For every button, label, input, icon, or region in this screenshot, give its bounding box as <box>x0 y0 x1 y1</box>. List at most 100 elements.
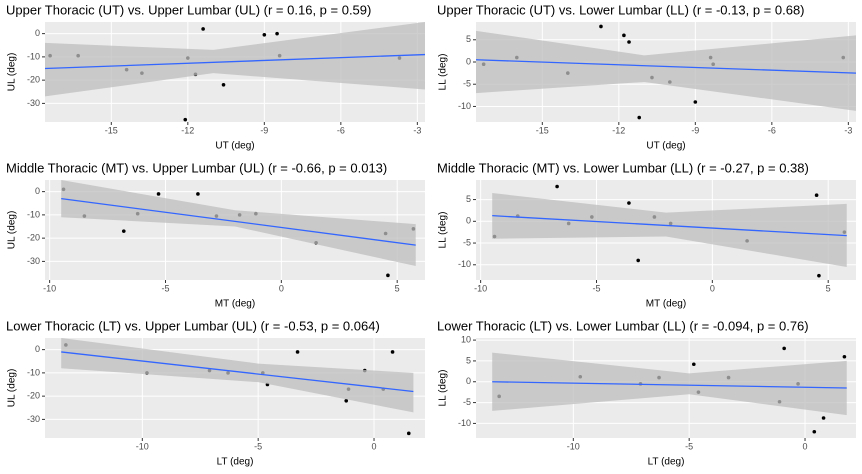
panel-title: Lower Thoracic (LT) vs. Lower Lumbar (LL… <box>437 318 809 333</box>
data-point <box>637 115 642 120</box>
data-point <box>201 27 205 31</box>
y-tick-label: 5 <box>466 194 471 204</box>
confidence-band <box>492 193 847 267</box>
x-tick-label: -12 <box>612 125 625 135</box>
y-tick-label: 5 <box>466 34 471 44</box>
x-tick-label: -9 <box>260 125 268 135</box>
y-tick-label: 10 <box>461 334 471 344</box>
y-axis-label: UL (deg) <box>7 53 18 92</box>
y-tick-label: -30 <box>27 98 40 108</box>
panel-title: Upper Thoracic (UT) vs. Upper Lumbar (UL… <box>6 2 371 17</box>
panel-title: Middle Thoracic (MT) vs. Lower Lumbar (L… <box>437 160 809 175</box>
confidence-band <box>492 352 847 416</box>
regression-line <box>61 197 416 246</box>
x-tick-label: 0 <box>372 441 377 451</box>
data-point <box>627 201 631 205</box>
confidence-band <box>61 338 414 413</box>
data-point <box>693 100 698 104</box>
x-tick-label: -15 <box>105 125 118 135</box>
y-tick-label: -20 <box>27 75 40 85</box>
y-axis-label: LL (deg) <box>438 54 449 91</box>
y-axis-label: UL (deg) <box>7 369 18 408</box>
regression-line <box>44 53 426 70</box>
y-tick-label: -30 <box>27 256 40 266</box>
data-point <box>622 33 626 38</box>
y-tick-label: -5 <box>463 397 471 407</box>
data-point <box>386 273 390 278</box>
x-axis-label: LT (deg) <box>648 457 685 468</box>
data-point <box>555 184 559 189</box>
confidence-band <box>476 30 856 111</box>
data-point <box>121 229 126 233</box>
x-tick-label: -10 <box>474 283 487 293</box>
x-tick-label: -6 <box>768 125 776 135</box>
y-tick-label: 0 <box>466 216 471 226</box>
confidence-band <box>61 180 416 267</box>
y-tick-label: 0 <box>35 186 40 196</box>
data-point <box>275 31 279 36</box>
data-point <box>196 192 200 196</box>
y-tick-label: -5 <box>463 237 471 247</box>
x-tick-label: -9 <box>691 125 699 135</box>
regression-line <box>492 381 847 389</box>
data-point <box>221 82 226 87</box>
data-point <box>627 40 631 44</box>
data-point <box>821 416 826 420</box>
x-tick-label: -10 <box>43 283 56 293</box>
x-tick-label: -3 <box>413 125 421 135</box>
x-tick-label: 5 <box>826 283 831 293</box>
x-axis-label: LT (deg) <box>217 457 254 468</box>
y-tick-label: 0 <box>35 28 40 38</box>
x-tick-label: -5 <box>685 441 693 451</box>
x-tick-label: 5 <box>395 283 400 293</box>
data-point <box>692 362 696 367</box>
data-point <box>183 117 188 122</box>
panel-title: Middle Thoracic (MT) vs. Upper Lumbar (U… <box>6 160 387 175</box>
data-point <box>262 32 267 37</box>
x-axis-label: UT (deg) <box>215 141 254 152</box>
y-tick-label: -10 <box>458 418 471 428</box>
x-tick-label: -10 <box>567 441 580 451</box>
x-tick-label: 0 <box>803 441 808 451</box>
x-tick-label: -3 <box>844 125 852 135</box>
y-tick-label: 0 <box>466 56 471 66</box>
x-axis-label: MT (deg) <box>646 299 686 310</box>
data-point <box>812 429 817 434</box>
y-axis-label: UL (deg) <box>7 211 18 250</box>
y-tick-label: -10 <box>27 51 40 61</box>
regression-line <box>492 215 847 237</box>
x-tick-label: -15 <box>536 125 549 135</box>
x-tick-label: -10 <box>136 441 149 451</box>
data-point <box>295 350 300 354</box>
y-tick-label: 5 <box>466 355 471 365</box>
y-tick-label: -20 <box>27 233 40 243</box>
regression-line <box>61 351 414 393</box>
x-tick-label: -6 <box>337 125 345 135</box>
x-tick-label: 0 <box>710 283 715 293</box>
x-tick-label: -12 <box>181 125 194 135</box>
y-axis-label: LL (deg) <box>438 370 449 407</box>
data-point <box>406 431 411 436</box>
data-point <box>782 346 786 351</box>
data-point <box>817 273 821 278</box>
x-axis-label: UT (deg) <box>646 141 685 152</box>
x-tick-label: 0 <box>279 283 284 293</box>
data-point <box>814 193 819 198</box>
data-point <box>599 24 603 29</box>
data-point <box>344 398 349 403</box>
y-tick-label: -5 <box>463 79 471 89</box>
data-point <box>156 192 161 196</box>
y-tick-label: 0 <box>35 344 40 354</box>
x-axis-label: MT (deg) <box>215 299 255 310</box>
x-tick-label: -5 <box>254 441 262 451</box>
y-tick-label: -10 <box>458 101 471 111</box>
panel-title: Lower Thoracic (LT) vs. Upper Lumbar (UL… <box>6 318 380 333</box>
x-tick-label: -5 <box>592 283 600 293</box>
data-point <box>390 350 395 354</box>
y-tick-label: -10 <box>458 259 471 269</box>
data-point <box>842 354 847 359</box>
x-tick-label: -5 <box>161 283 169 293</box>
y-tick-label: -10 <box>27 367 40 377</box>
data-point <box>636 258 640 263</box>
